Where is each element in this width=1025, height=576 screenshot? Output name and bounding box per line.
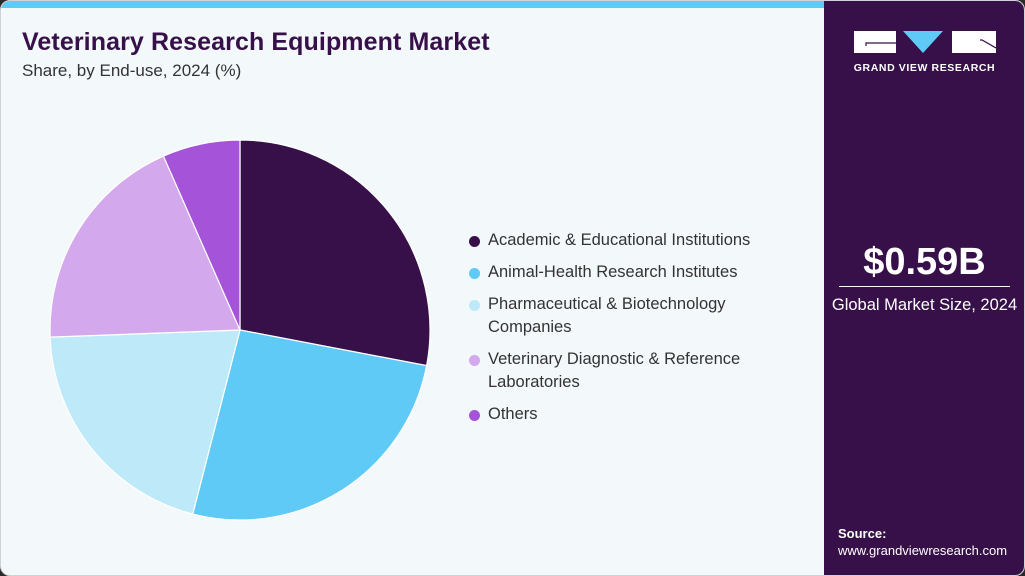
top-accent-bar [1, 1, 824, 8]
legend-item: Pharmaceutical & Biotechnology Companies [467, 293, 807, 339]
logo-v-triangle-icon [903, 31, 943, 53]
logo-g-block-icon [854, 31, 896, 53]
side-panel: GRAND VIEW RESEARCH $0.59B Global Market… [824, 1, 1024, 575]
legend-item: Others [467, 403, 807, 426]
legend-label: Animal-Health Research Institutes [488, 263, 738, 281]
chart-legend: Academic & Educational Institutions Anima… [467, 229, 807, 435]
legend-label: Veterinary Diagnostic & Reference Labora… [488, 350, 741, 391]
pie-slice [192, 329, 428, 521]
legend-item: Veterinary Diagnostic & Reference Labora… [467, 348, 807, 394]
market-size-value: $0.59B [863, 241, 986, 283]
legend-item: Animal-Health Research Institutes [467, 261, 807, 284]
source-url[interactable]: www.grandviewresearch.com [838, 543, 1008, 558]
pie-slice [162, 139, 241, 331]
pie-slice [239, 139, 431, 367]
market-size-label: Global Market Size, 2024 [831, 296, 1018, 314]
legend-label: Pharmaceutical & Biotechnology Companies [488, 295, 726, 336]
logo-r-block-icon [952, 31, 996, 53]
pie-chart [49, 139, 431, 521]
source-label: Source: [838, 526, 887, 541]
legend-dot-icon [469, 300, 480, 311]
legend-label: Academic & Educational Institutions [488, 231, 751, 249]
legend-label: Others [488, 405, 538, 423]
pie-slice [49, 155, 241, 338]
legend-dot-icon [469, 355, 480, 366]
logo-text: GRAND VIEW RESEARCH [853, 62, 996, 74]
legend-dot-icon [469, 410, 480, 421]
legend-item: Academic & Educational Institutions [467, 229, 807, 252]
chart-title: Veterinary Research Equipment Market [22, 28, 490, 56]
chart-subtitle: Share, by End-use, 2024 (%) [22, 61, 242, 80]
pie-slice [49, 329, 241, 515]
legend-dot-icon [469, 268, 480, 279]
divider [839, 286, 1010, 287]
grand-view-research-logo [854, 31, 996, 53]
legend-dot-icon [469, 236, 480, 247]
